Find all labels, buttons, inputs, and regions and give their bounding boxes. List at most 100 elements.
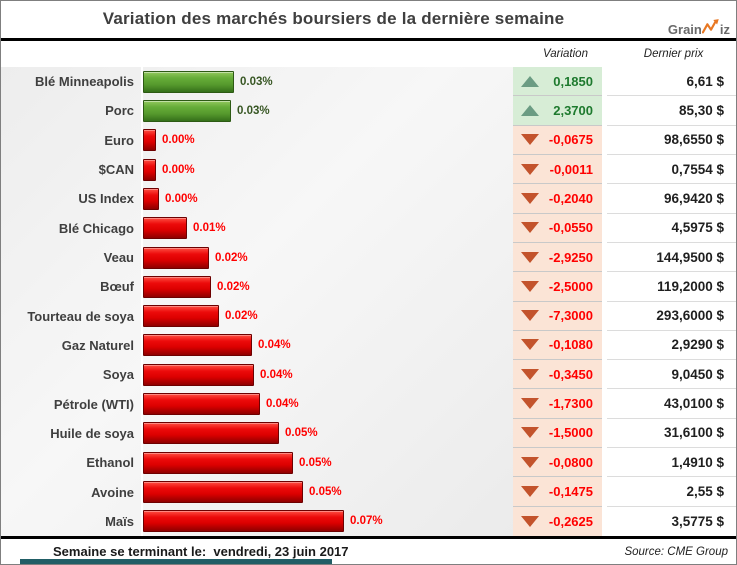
variation-value: -0,2625 <box>548 513 593 529</box>
column-headers: Variation Dernier prix <box>1 41 736 67</box>
triangle-down-icon <box>521 222 539 234</box>
table-row: US Index 0.00% -0,2040 96,9420 $ <box>1 184 736 214</box>
table-column-gap <box>602 96 607 126</box>
row-category-label: Soya <box>102 367 134 383</box>
report-header: Variation des marchés boursiers de la de… <box>1 1 736 41</box>
row-category-label: Euro <box>104 132 134 148</box>
table-row: Blé Chicago 0.01% -0,0550 4,5975 $ <box>1 213 736 244</box>
row-category-label: Pétrole (WTI) <box>53 396 134 412</box>
row-bar-plot: 0.04% <box>141 330 513 361</box>
row-category-label: Huile de soya <box>50 425 134 441</box>
bar-percent-label: 0.00% <box>162 163 195 176</box>
table-row: Huile de soya 0.05% -1,5000 31,6100 $ <box>1 418 736 449</box>
last-price-value: 4,5975 $ <box>607 213 736 243</box>
table-column-gap <box>602 213 607 243</box>
variation-bar <box>143 158 156 181</box>
variation-bar <box>143 451 293 474</box>
report-footer: Semaine se terminant le: vendredi, 23 ju… <box>1 536 736 564</box>
variation-bar <box>143 510 344 533</box>
last-price-value: 6,61 $ <box>607 67 736 97</box>
table-row: Tourteau de soya 0.02% -7,3000 293,6000 … <box>1 301 736 332</box>
bar-percent-label: 0.00% <box>162 134 195 147</box>
variation-value: 2,3700 <box>553 102 593 118</box>
table-row: Maïs 0.07% -0,2625 3,5775 $ <box>1 506 736 537</box>
bar-percent-label: 0.04% <box>260 368 293 381</box>
last-price-value: 2,9290 $ <box>607 330 736 361</box>
triangle-down-icon <box>521 251 539 263</box>
table-row: Pétrole (WTI) 0.04% -1,7300 43,0100 $ <box>1 389 736 420</box>
bar-percent-label: 0.02% <box>217 280 250 293</box>
triangle-down-icon <box>521 163 539 175</box>
bar-percent-label: 0.00% <box>165 192 198 205</box>
bar-percent-label: 0.05% <box>309 486 342 499</box>
row-category-label: Gaz Naturel <box>61 337 134 353</box>
variation-bar <box>143 305 219 328</box>
variation-value: -0,2040 <box>548 190 593 206</box>
row-bar-plot: 0.02% <box>141 301 513 332</box>
triangle-up-icon <box>521 75 539 87</box>
row-category-label: Blé Minneapolis <box>35 74 134 90</box>
variation-value: -0,3450 <box>548 366 593 382</box>
bar-percent-label: 0.05% <box>285 427 318 440</box>
bar-percent-label: 0.02% <box>215 251 248 264</box>
row-bar-plot: 0.05% <box>141 477 513 508</box>
triangle-up-icon <box>521 104 539 116</box>
variation-bar <box>143 481 303 504</box>
week-ending-label: Semaine se terminant le: vendredi, 23 ju… <box>53 544 349 559</box>
row-category-label: $CAN <box>98 162 134 178</box>
bar-percent-label: 0.05% <box>299 456 332 469</box>
variation-value: -0,0550 <box>548 220 593 236</box>
triangle-down-icon <box>521 192 539 204</box>
page-title: Variation des marchés boursiers de la de… <box>102 9 565 28</box>
row-category-label: Blé Chicago <box>58 220 134 236</box>
logo-text-iz: iz <box>719 22 730 37</box>
variation-cell: -2,9250 <box>513 242 602 273</box>
variation-value: -1,5000 <box>548 425 593 441</box>
variation-cell: -0,2625 <box>513 506 602 536</box>
last-price-value: 2,55 $ <box>607 477 736 507</box>
bar-percent-label: 0.01% <box>193 222 226 235</box>
row-bar-plot: 0.00% <box>141 125 513 156</box>
row-category-label: Tourteau de soya <box>27 308 134 324</box>
variation-cell: -7,3000 <box>513 301 602 331</box>
bar-percent-label: 0.03% <box>237 104 270 117</box>
last-price-value: 43,0100 $ <box>607 389 736 419</box>
triangle-down-icon <box>521 398 539 410</box>
table-column-gap <box>602 184 607 214</box>
variation-bar <box>143 275 211 298</box>
table-row: Blé Minneapolis 0.03% 0,1850 6,61 $ <box>1 67 736 97</box>
variation-bar <box>143 246 209 269</box>
variation-value: -1,7300 <box>548 396 593 412</box>
logo-text-grain: Grain <box>667 22 702 37</box>
triangle-down-icon <box>521 134 539 146</box>
row-bar-plot: 0.02% <box>141 272 513 302</box>
variation-value: -2,5000 <box>548 278 593 294</box>
table-row: Soya 0.04% -0,3450 9,0450 $ <box>1 360 736 390</box>
table-column-gap <box>602 272 607 302</box>
variation-value: -0,1080 <box>548 337 593 353</box>
last-price-value: 9,0450 $ <box>607 360 736 390</box>
last-price-value: 1,4910 $ <box>607 448 736 478</box>
last-price-value: 96,9420 $ <box>607 184 736 214</box>
table-column-gap <box>602 242 607 273</box>
bar-percent-label: 0.07% <box>350 515 383 528</box>
last-price-value: 293,6000 $ <box>607 301 736 331</box>
variation-cell: -0,0550 <box>513 213 602 243</box>
triangle-down-icon <box>521 515 539 527</box>
row-category-label: Veau <box>103 250 134 266</box>
last-price-value: 119,2000 $ <box>607 272 736 302</box>
row-category-label: US Index <box>78 191 134 207</box>
variation-cell: -0,1080 <box>513 330 602 361</box>
row-category-label: Porc <box>105 103 134 119</box>
triangle-down-icon <box>521 339 539 351</box>
row-bar-plot: 0.01% <box>141 213 513 244</box>
variation-bar <box>143 393 260 416</box>
variation-cell: -0,0675 <box>513 125 602 155</box>
table-row: Porc 0.03% 2,3700 85,30 $ <box>1 96 736 126</box>
variation-value: -2,9250 <box>548 249 593 265</box>
variation-bar <box>143 363 254 386</box>
variation-bar <box>143 334 252 357</box>
grainwiz-logo: Grain iz <box>668 18 730 36</box>
row-bar-plot: 0.05% <box>141 418 513 449</box>
table-row: Euro 0.00% -0,0675 98,6550 $ <box>1 125 736 156</box>
